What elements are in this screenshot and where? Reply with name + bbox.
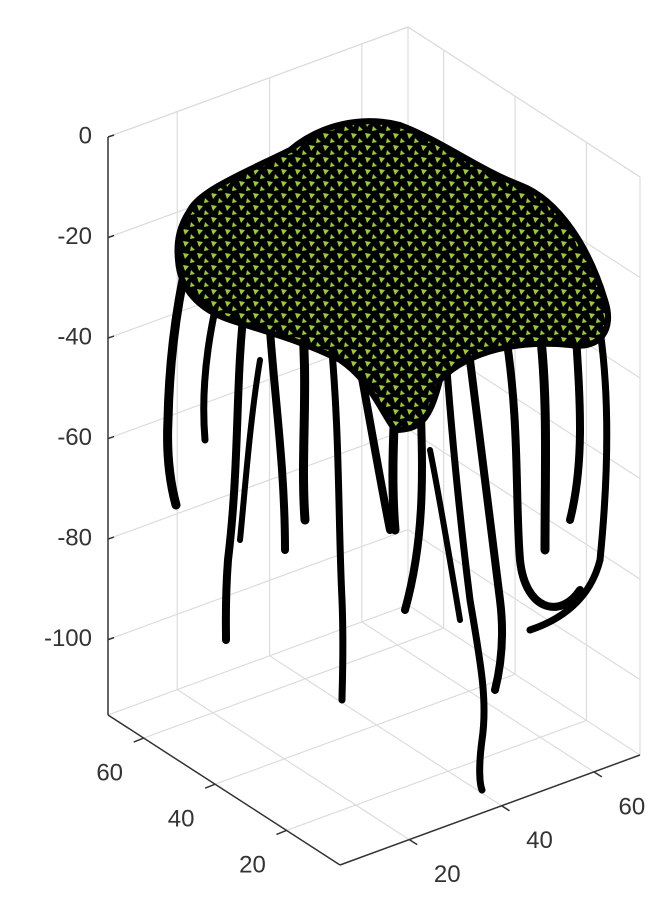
y-tick	[133, 737, 144, 743]
y-tick	[204, 783, 216, 789]
x-tick-label: 40	[526, 827, 553, 854]
axes: -100 -80 -60 -40 -20 0 20 40 60 20 40 60	[44, 122, 645, 888]
grid-line	[143, 627, 444, 739]
x-tick	[501, 805, 510, 812]
z-tick	[107, 335, 115, 339]
box-edge	[107, 604, 409, 716]
z-tick-label: -60	[57, 424, 92, 451]
grid-line	[214, 673, 516, 785]
box-edge	[407, 604, 641, 756]
grid-line	[407, 529, 641, 681]
grid-line	[269, 655, 502, 807]
box-edge	[107, 26, 409, 138]
z-tick-label: -100	[44, 625, 92, 652]
grid-line	[286, 719, 587, 831]
x-tick	[408, 838, 418, 846]
z-tick	[107, 234, 115, 239]
z-tick-label: -20	[57, 223, 92, 250]
grid-line	[176, 689, 410, 841]
grid-line	[361, 621, 595, 773]
y-tick-label: 60	[96, 759, 123, 786]
y-tick	[276, 829, 287, 836]
x-tick-label: 20	[434, 861, 461, 888]
z-tick-label: 0	[79, 122, 92, 149]
x-tick	[593, 771, 603, 778]
grid-line	[107, 529, 409, 641]
root-mesh	[163, 118, 612, 794]
y-tick-label: 20	[239, 852, 266, 879]
root-crown	[174, 118, 612, 434]
box-edge	[407, 26, 641, 178]
y-axis	[107, 714, 341, 866]
y-tick-label: 40	[168, 806, 195, 833]
z-tick	[107, 536, 115, 540]
grid-line	[107, 428, 409, 540]
roots	[163, 210, 611, 794]
z-tick	[107, 636, 115, 641]
z-tick	[107, 134, 115, 138]
z-tick	[107, 435, 115, 440]
z-tick-label: -40	[57, 323, 92, 350]
x-axis	[339, 754, 641, 866]
x-tick-label: 60	[618, 793, 645, 820]
z-tick-label: -80	[57, 524, 92, 551]
